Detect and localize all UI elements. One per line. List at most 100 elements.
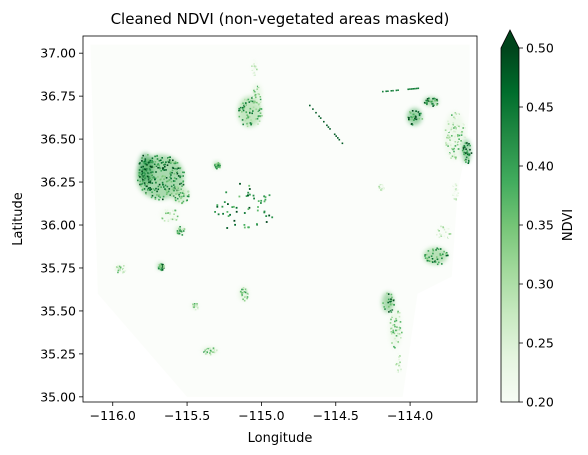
- x-axis-label: Longitude: [248, 431, 313, 446]
- ndvi-pixel: [245, 290, 248, 293]
- ndvi-pixel: [251, 96, 254, 99]
- ndvi-pixel: [181, 234, 184, 236]
- ndvi-pixel: [169, 213, 171, 215]
- ndvi-pixel: [411, 123, 414, 126]
- ndvi-pixel: [256, 100, 259, 103]
- ndvi-pixel: [457, 114, 459, 116]
- ndvi-pixel: [430, 260, 433, 263]
- ndvi-pixel: [178, 232, 181, 235]
- ndvi-pixel: [438, 230, 440, 232]
- ndvi-pixel: [448, 136, 451, 139]
- ndvi-pixel: [447, 143, 449, 145]
- ndvi-pixel: [252, 101, 255, 104]
- ndvi-pixel: [242, 298, 244, 301]
- ndvi-pixel: [141, 176, 143, 179]
- ndvi-pixel: [458, 113, 460, 115]
- ndvi-pixel: [436, 231, 438, 234]
- ndvi-pixel: [165, 211, 168, 213]
- ndvi-pixel: [226, 227, 229, 229]
- ndvi-pixel: [399, 327, 402, 329]
- ndvi-pixel: [160, 159, 162, 162]
- ndvi-pixel: [160, 162, 163, 164]
- ndvi-pixel: [248, 226, 250, 229]
- ndvi-pixel: [436, 233, 438, 236]
- ndvi-pixel: [248, 206, 251, 209]
- ndvi-pixel: [175, 199, 177, 202]
- ndvi-pixel: [398, 328, 400, 331]
- ndvi-pixel: [259, 115, 261, 117]
- ndvi-pixel: [396, 371, 399, 373]
- ndvi-pixel: [451, 114, 453, 116]
- ndvi-pixel: [465, 158, 467, 161]
- ndvi-pixel: [178, 195, 181, 198]
- colorbar: 0.20 0.25 0.30 0.35 0.40 0.45 0.50: [500, 29, 554, 410]
- ndvi-pixel: [452, 122, 455, 124]
- ndvi-pixel: [399, 355, 401, 357]
- ndvi-pixel: [214, 163, 216, 166]
- ndvi-pixel: [394, 346, 396, 349]
- ndvi-pixel: [161, 266, 163, 269]
- ndvi-pixel: [439, 253, 441, 255]
- ndvi-pixel: [179, 167, 182, 169]
- ndvi-pixel: [457, 135, 459, 138]
- ndvi-pixel: [446, 231, 449, 233]
- ndvi-pixel: [453, 116, 455, 119]
- ndvi-pixel: [252, 69, 255, 71]
- ndvi-pixel: [256, 85, 259, 88]
- ndvi-pixel: [247, 208, 250, 210]
- ndvi-pixel: [424, 257, 427, 259]
- ndvi-pixel: [209, 349, 212, 352]
- ndvi-pixel: [462, 127, 464, 129]
- ndvi-pixel: [442, 253, 444, 256]
- ndvi-pixel: [252, 91, 255, 94]
- ndvi-pixel: [180, 182, 183, 185]
- ndvi-pixel: [397, 341, 399, 343]
- ndvi-pixel: [233, 219, 236, 222]
- y-tick-label: 36.75: [40, 89, 76, 104]
- ndvi-pixel: [454, 155, 456, 157]
- ndvi-pixel: [164, 175, 166, 178]
- ndvi-pixel: [252, 64, 255, 66]
- ndvi-pixel: [244, 296, 246, 298]
- ndvi-pixel: [194, 305, 197, 307]
- ndvi-pixel: [434, 98, 436, 100]
- ndvi-pixel: [440, 254, 443, 257]
- ndvi-pixel: [390, 90, 393, 92]
- ndvi-pixel: [450, 132, 452, 134]
- ndvi-pixel: [434, 261, 437, 263]
- ndvi-pixel: [265, 215, 268, 217]
- ndvi-pixel: [435, 102, 438, 105]
- y-axis: 35.00 35.25 35.50 35.75 36.00 36.25 36.50 36.75…: [40, 46, 83, 404]
- ndvi-pixel: [156, 180, 159, 182]
- ndvi-pixel: [144, 173, 146, 175]
- ndvi-pixel: [243, 226, 246, 229]
- ndvi-pixel: [181, 202, 183, 205]
- ndvi-pixel: [421, 118, 424, 120]
- ndvi-pixel: [203, 351, 205, 353]
- ndvi-pixel: [256, 109, 259, 112]
- ndvi-pixel: [418, 114, 421, 117]
- ndvi-pixel: [438, 236, 441, 239]
- ndvi-pixel: [246, 114, 248, 116]
- ndvi-pixel: [245, 111, 248, 114]
- ndvi-pixel: [440, 228, 442, 230]
- ndvi-pixel: [173, 172, 176, 175]
- ndvi-pixel: [418, 117, 420, 120]
- ndvi-pixel: [442, 232, 445, 235]
- ndvi-pixel: [258, 93, 260, 96]
- ndvi-pixel: [179, 192, 182, 194]
- ndvi-pixel: [470, 152, 473, 154]
- ndvi-pixel: [441, 263, 443, 265]
- ndvi-pixel: [327, 126, 330, 128]
- ndvi-pixel: [176, 232, 179, 235]
- ndvi-pixel: [182, 181, 184, 183]
- ndvi-pixel: [394, 325, 396, 328]
- ndvi-pixel: [263, 200, 266, 203]
- ndvi-pixel: [165, 180, 168, 183]
- y-tick-label: 37.00: [40, 46, 76, 61]
- ndvi-pixel: [256, 62, 258, 65]
- ndvi-pixel: [397, 332, 399, 335]
- ndvi-pixel: [167, 220, 170, 222]
- ndvi-pixel: [466, 150, 469, 152]
- ndvi-pixel: [255, 108, 257, 111]
